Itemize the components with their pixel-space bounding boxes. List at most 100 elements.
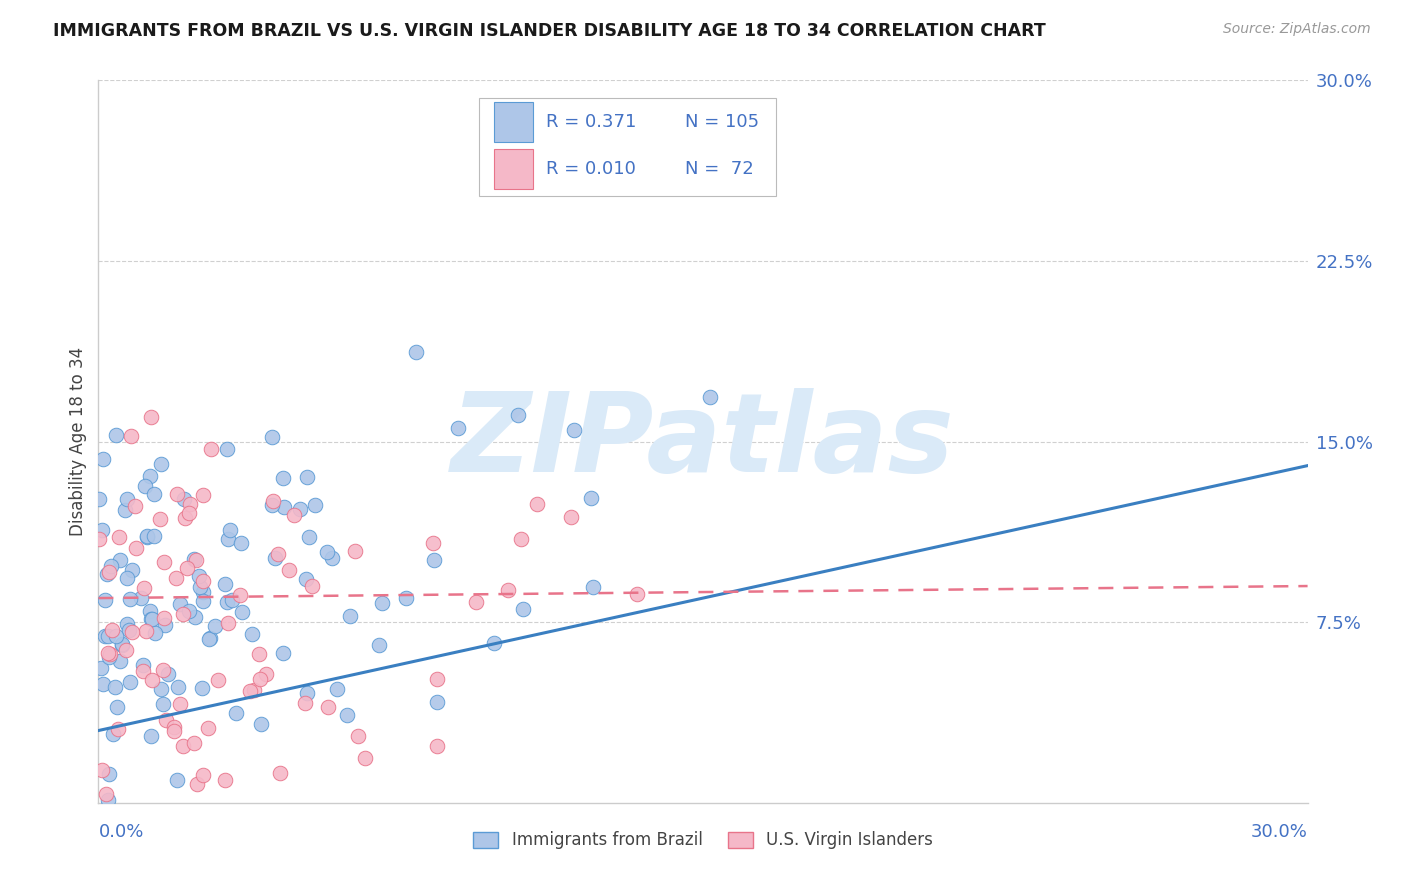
Point: [217, 532, 239, 546]
Point: [231, 606, 253, 620]
Point: [344, 544, 367, 558]
Text: N =  72: N = 72: [685, 161, 754, 178]
Point: [132, 658, 155, 673]
FancyBboxPatch shape: [494, 149, 533, 189]
Point: [526, 497, 548, 511]
Point: [295, 469, 318, 483]
Point: [295, 572, 318, 586]
Text: N = 105: N = 105: [685, 113, 759, 131]
Point: [131, 664, 153, 678]
Point: [129, 591, 152, 605]
Point: [225, 706, 247, 720]
Text: IMMIGRANTS FROM BRAZIL VS U.S. VIRGIN ISLANDER DISABILITY AGE 18 TO 34 CORRELATI: IMMIGRANTS FROM BRAZIL VS U.S. VIRGIN IS…: [53, 22, 1046, 40]
Point: [353, 751, 375, 765]
Point: [215, 442, 238, 456]
Point: [336, 708, 359, 723]
Point: [560, 509, 582, 524]
Point: [294, 696, 316, 710]
Point: [97, 647, 120, 661]
Point: [104, 630, 127, 644]
Point: [582, 581, 605, 595]
FancyBboxPatch shape: [479, 98, 776, 196]
Point: [256, 666, 278, 681]
Point: [506, 409, 529, 423]
Point: [290, 501, 312, 516]
Point: [143, 626, 166, 640]
Point: [100, 558, 122, 573]
Point: [150, 457, 173, 471]
Point: [94, 593, 117, 607]
Text: 0.0%: 0.0%: [98, 823, 143, 841]
Point: [177, 506, 200, 520]
Point: [187, 568, 209, 582]
Point: [155, 713, 177, 727]
Point: [91, 764, 114, 778]
Point: [266, 547, 288, 561]
Point: [162, 720, 184, 734]
Point: [250, 717, 273, 731]
Point: [152, 697, 174, 711]
Point: [173, 492, 195, 507]
Point: [107, 530, 129, 544]
Point: [118, 675, 141, 690]
Point: [426, 695, 449, 709]
Point: [124, 499, 146, 513]
Point: [125, 541, 148, 555]
Point: [207, 673, 229, 688]
Point: [269, 765, 291, 780]
Point: [426, 672, 449, 686]
Point: [512, 602, 534, 616]
Point: [177, 604, 200, 618]
Point: [163, 724, 186, 739]
Point: [138, 469, 160, 483]
Point: [135, 624, 157, 638]
Point: [262, 498, 284, 512]
Point: [183, 552, 205, 566]
Point: [105, 700, 128, 714]
Point: [115, 617, 138, 632]
Point: [93, 676, 115, 690]
Point: [90, 661, 112, 675]
Point: [198, 632, 221, 646]
Point: [89, 491, 111, 506]
Point: [295, 686, 318, 700]
Point: [141, 612, 163, 626]
Point: [139, 612, 162, 626]
Point: [249, 672, 271, 686]
Point: [98, 649, 121, 664]
Point: [114, 503, 136, 517]
Point: [214, 773, 236, 788]
Point: [107, 722, 129, 736]
Point: [134, 479, 156, 493]
Point: [247, 647, 270, 661]
Point: [214, 577, 236, 591]
Point: [263, 551, 285, 566]
Point: [243, 683, 266, 698]
Point: [132, 582, 155, 596]
Point: [217, 595, 239, 609]
Point: [153, 617, 176, 632]
Point: [423, 553, 446, 567]
Point: [97, 793, 120, 807]
Point: [188, 580, 211, 594]
Point: [229, 588, 252, 602]
Point: [136, 529, 159, 543]
Point: [496, 582, 519, 597]
Point: [111, 637, 134, 651]
Point: [193, 585, 215, 599]
Point: [94, 787, 117, 801]
Point: [368, 638, 391, 652]
Point: [167, 680, 190, 694]
Point: [172, 739, 194, 754]
Point: [316, 545, 339, 559]
Point: [153, 555, 176, 569]
Point: [179, 497, 201, 511]
Point: [117, 492, 139, 507]
Point: [395, 591, 418, 605]
Point: [87, 533, 110, 547]
Point: [304, 498, 326, 512]
Point: [562, 423, 585, 437]
Point: [198, 632, 221, 646]
Point: [149, 511, 172, 525]
Point: [699, 391, 721, 405]
